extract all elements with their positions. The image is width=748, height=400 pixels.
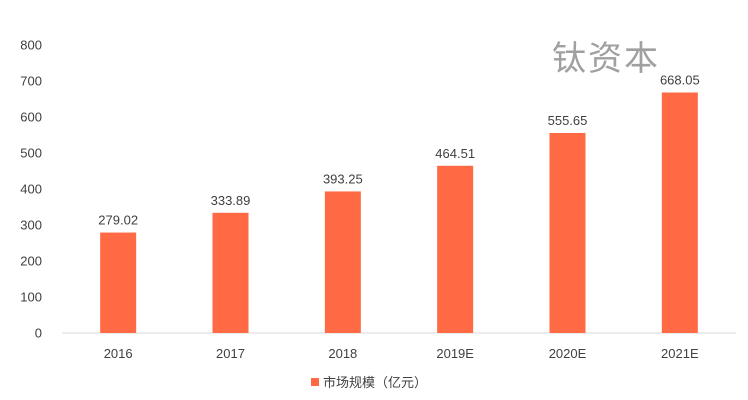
y-tick-label: 500: [20, 146, 42, 161]
y-tick-label: 800: [20, 38, 42, 53]
y-tick-label: 300: [20, 218, 42, 233]
bar-2021e: [661, 92, 698, 333]
y-tick-label: 100: [20, 290, 42, 305]
bar-2017: [212, 212, 249, 333]
data-label-2019e: 464.51: [435, 146, 475, 161]
bar-2019e: [437, 165, 474, 333]
x-tick-label-2017: 2017: [216, 346, 245, 361]
data-label-2021e: 668.05: [660, 73, 700, 88]
bar-2016: [100, 232, 137, 333]
y-tick-label: 0: [35, 326, 42, 341]
x-tick-label-2016: 2016: [104, 346, 133, 361]
x-tick-label-2021e: 2021E: [661, 346, 699, 361]
y-tick-label: 200: [20, 254, 42, 269]
bars: 279.02 333.89 393.25 464.51 555.65 668.05: [98, 73, 700, 333]
y-tick-label: 600: [20, 110, 42, 125]
watermark-logo: 钛资本: [552, 39, 660, 79]
bar-2020e: [549, 132, 586, 333]
data-label-2017: 333.89: [211, 193, 251, 208]
data-label-2016: 279.02: [98, 213, 138, 228]
data-label-2020e: 555.65: [548, 113, 588, 128]
data-label-2018: 393.25: [323, 171, 363, 186]
y-tick-label: 700: [20, 74, 42, 89]
y-tick-label: 400: [20, 182, 42, 197]
bar-2018: [324, 191, 361, 333]
x-tick-label-2018: 2018: [328, 346, 357, 361]
legend-label: 市场规模（亿元）: [323, 375, 427, 391]
legend-swatch: [311, 378, 319, 386]
legend: 市场规模（亿元）: [311, 375, 427, 391]
x-axis: 2016 2017 2018 2019E 2020E 2021E: [104, 346, 699, 361]
x-tick-label-2019e: 2019E: [436, 346, 474, 361]
x-tick-label-2020e: 2020E: [549, 346, 587, 361]
y-axis: 0 100 200 300 400 500 600 700 800: [20, 38, 42, 341]
